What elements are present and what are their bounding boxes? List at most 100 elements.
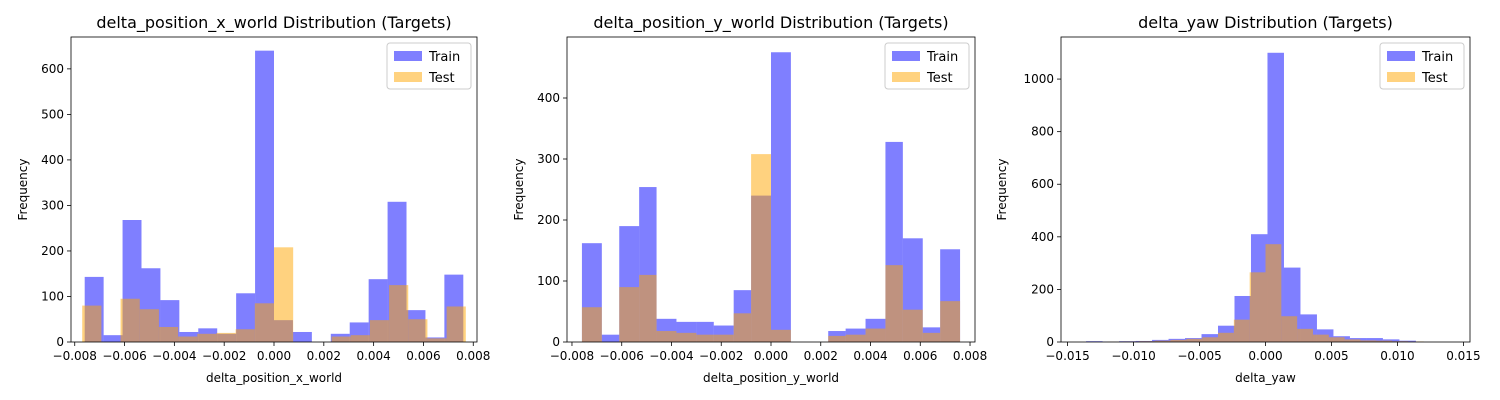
- x-tick-label: −0.008: [53, 349, 97, 363]
- bar: [940, 301, 961, 342]
- y-axis-label: Frequency: [512, 159, 526, 221]
- y-tick-label: 400: [41, 153, 64, 167]
- bar: [1281, 316, 1298, 342]
- bar: [1297, 328, 1313, 342]
- series-test: [581, 154, 961, 342]
- y-tick-label: 600: [1031, 177, 1054, 191]
- bar: [1202, 337, 1219, 342]
- x-tick-label: 0.000: [754, 349, 788, 363]
- legend-swatch: [394, 72, 422, 82]
- bar: [885, 265, 903, 342]
- x-tick-label: −0.006: [600, 349, 644, 363]
- x-tick-label: 0.006: [406, 349, 440, 363]
- legend-label: Train: [428, 50, 460, 65]
- bar: [178, 336, 198, 342]
- y-tick-label: 300: [41, 198, 64, 212]
- x-axis-label: delta_position_y_world: [703, 371, 839, 385]
- bar: [274, 247, 294, 342]
- bar: [369, 320, 390, 342]
- bar: [1186, 338, 1203, 342]
- y-tick-label: 100: [41, 289, 64, 303]
- x-tick-label: 0.015: [1446, 349, 1480, 363]
- x-tick-label: 0.004: [356, 349, 390, 363]
- legend-label: Train: [1421, 50, 1453, 65]
- bar: [139, 309, 159, 342]
- bar: [601, 334, 620, 342]
- bar: [216, 332, 236, 342]
- bar: [1218, 332, 1234, 342]
- x-tick-label: −0.002: [202, 349, 246, 363]
- bar: [733, 313, 752, 342]
- legend: Train Test: [884, 42, 970, 90]
- x-tick-label: −0.002: [699, 349, 743, 363]
- bar: [1328, 337, 1345, 342]
- bar: [1170, 339, 1187, 342]
- bar: [158, 326, 179, 342]
- bar: [1366, 338, 1383, 342]
- x-tick-label: −0.010: [1111, 349, 1155, 363]
- y-tick-label: 0: [552, 335, 560, 349]
- bar: [82, 305, 102, 342]
- y-tick-label: 200: [41, 244, 64, 258]
- bar: [408, 319, 428, 342]
- legend-label: Test: [1421, 71, 1448, 86]
- legend-swatch: [892, 72, 920, 82]
- bar: [254, 303, 274, 342]
- y-axis-label: Frequency: [16, 159, 30, 221]
- bar: [845, 334, 866, 342]
- bar: [828, 335, 846, 342]
- y-tick-label: 200: [537, 213, 560, 227]
- x-tick-label: −0.015: [1045, 349, 1089, 363]
- bar: [676, 332, 697, 342]
- y-tick-label: 200: [1031, 282, 1054, 296]
- bar: [922, 332, 941, 342]
- bar: [197, 333, 217, 342]
- x-tick-label: 0.008: [456, 349, 490, 363]
- chart-panel-2: −0.008 −0.006 −0.004 −0.002 0.000 0.002 0.004 0…: [512, 13, 987, 385]
- bar: [771, 52, 791, 342]
- chart-title: delta_yaw Distribution (Targets): [1138, 13, 1393, 33]
- legend-label: Test: [926, 71, 953, 86]
- legend-label: Test: [428, 71, 455, 86]
- bar: [389, 285, 409, 342]
- series-test: [82, 247, 466, 342]
- x-tick-label: 0.006: [903, 349, 937, 363]
- x-tick-label: 0.005: [1314, 349, 1348, 363]
- x-tick-label: 0.010: [1380, 349, 1414, 363]
- bar: [292, 331, 312, 342]
- bar: [235, 329, 255, 342]
- bar: [581, 307, 602, 342]
- legend: Train Test: [386, 42, 472, 90]
- bar: [427, 338, 447, 342]
- bar: [751, 154, 771, 342]
- bar: [1344, 339, 1361, 342]
- y-tick-label: 1000: [1023, 72, 1054, 86]
- y-tick-label: 100: [537, 274, 560, 288]
- x-tick-label: 0.000: [1248, 349, 1282, 363]
- bar: [639, 274, 657, 342]
- bar: [865, 328, 886, 342]
- x-tick-label: −0.004: [152, 349, 196, 363]
- y-tick-label: 800: [1031, 125, 1054, 139]
- y-tick-label: 300: [537, 152, 560, 166]
- x-tick-label: −0.006: [102, 349, 146, 363]
- bar: [446, 306, 466, 342]
- bar: [713, 334, 734, 342]
- bar: [331, 336, 351, 342]
- bar: [696, 334, 714, 342]
- chart-panel-1: −0.008 −0.006 −0.004 −0.002 0.000 0.002 0.004 0…: [16, 13, 490, 385]
- y-tick-label: 0: [56, 335, 64, 349]
- bar: [902, 309, 923, 342]
- legend-swatch: [1387, 51, 1415, 61]
- y-tick-label: 400: [1031, 230, 1054, 244]
- x-tick-label: −0.008: [550, 349, 594, 363]
- x-tick-label: 0.002: [307, 349, 341, 363]
- y-axis-label: Frequency: [995, 159, 1009, 221]
- chart-title: delta_position_y_world Distribution (Tar…: [593, 13, 948, 33]
- x-axis-label: delta_yaw: [1235, 371, 1296, 385]
- legend-swatch: [394, 51, 422, 61]
- x-tick-label: −0.004: [649, 349, 693, 363]
- legend-swatch: [892, 51, 920, 61]
- bar: [1249, 272, 1266, 342]
